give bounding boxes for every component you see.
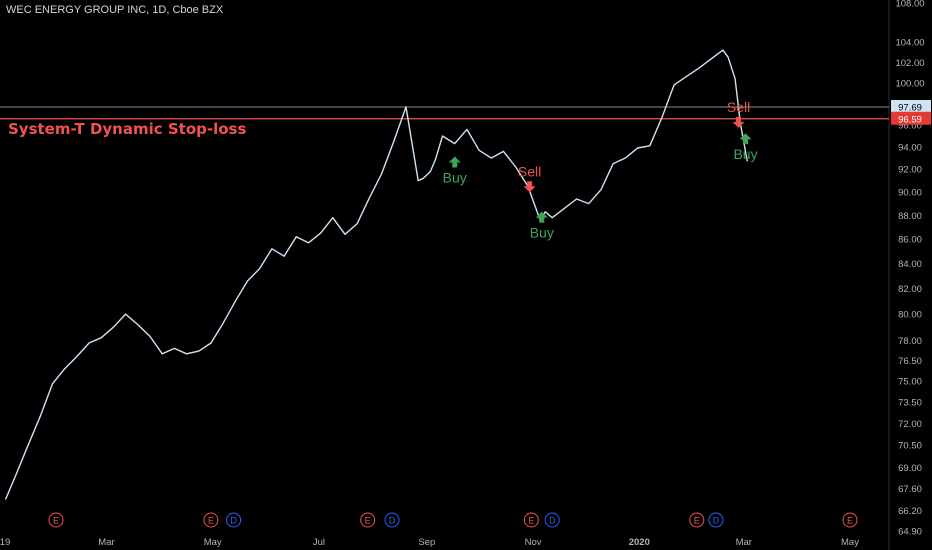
buy-label: Buy (443, 169, 467, 185)
price-tick-label: 76.50 (898, 356, 922, 367)
event-label: D (713, 516, 720, 526)
price-tick-label: 73.50 (898, 397, 922, 408)
buy-arrow-icon (448, 156, 461, 168)
price-tick-label: 66.20 (898, 506, 922, 517)
time-tick-label: 19 (0, 537, 10, 548)
earnings-marker (842, 512, 858, 528)
sell-label: Sell (518, 163, 541, 179)
price-tick-label: 102.00 (895, 58, 924, 69)
price-tick-label: 69.00 (898, 463, 922, 474)
earnings-marker (360, 512, 376, 528)
price-tick-label: 64.90 (898, 527, 922, 538)
price-tick-label: 75.00 (898, 377, 922, 388)
earnings-marker (689, 512, 705, 528)
symbol-title: WEC ENERGY GROUP INC, 1D, Cboe BZX (6, 4, 224, 16)
earnings-marker (48, 512, 64, 528)
price-tick-label: 80.00 (898, 310, 922, 321)
dividend-marker (708, 512, 724, 528)
price-tick-label: 104.00 (895, 38, 924, 49)
event-label: E (528, 516, 534, 526)
last-price-badge (891, 100, 931, 114)
time-tick-label: May (841, 537, 859, 548)
event-label: E (365, 516, 371, 526)
price-tick-label: 90.00 (898, 188, 922, 199)
price-tick-label: 96.00 (898, 121, 922, 132)
sell-arrow-icon (732, 116, 745, 128)
buy-arrow-icon (739, 133, 752, 145)
buy-arrow-icon (535, 211, 548, 223)
dividend-marker (226, 512, 242, 528)
event-label: D (230, 516, 237, 526)
event-label: E (208, 516, 214, 526)
price-tick-label: 84.00 (898, 259, 922, 270)
time-tick-label: May (204, 537, 222, 548)
event-label: E (847, 516, 853, 526)
time-tick-label: Mar (98, 537, 114, 548)
price-tick-label: 70.50 (898, 441, 922, 452)
time-tick-label: Mar (736, 537, 752, 548)
price-tick-label: 72.00 (898, 419, 922, 430)
price-tick-label: 108.00 (895, 0, 924, 10)
price-tick-label: 67.60 (898, 484, 922, 495)
signals: Buy Sell Buy Sell Buy (443, 99, 758, 241)
time-tick-label: Sep (418, 537, 435, 548)
price-tick-label: 88.00 (898, 211, 922, 222)
stop-price-badge (891, 111, 931, 125)
dividend-marker (384, 512, 400, 528)
price-tick-label: 86.00 (898, 235, 922, 246)
price-line (4, 49, 748, 500)
last-price-value: 97.69 (898, 103, 922, 114)
price-tick-label: 94.00 (898, 142, 922, 153)
price-axis[interactable]: 108.00104.00102.00100.0098.0096.0094.009… (891, 0, 931, 538)
event-label: D (389, 516, 396, 526)
buy-label: Buy (530, 225, 554, 241)
earnings-marker (523, 512, 539, 528)
dividend-marker (544, 512, 560, 528)
time-tick-label: Jul (313, 537, 325, 548)
price-series (4, 49, 748, 500)
event-label: E (694, 516, 700, 526)
indicator-title: System-T Dynamic Stop-loss (8, 120, 247, 138)
earnings-marker (203, 512, 219, 528)
buy-label: Buy (733, 146, 757, 162)
time-tick-label: Nov (525, 537, 542, 548)
price-tick-label: 82.00 (898, 284, 922, 295)
stop-price-value: 96.59 (898, 114, 922, 125)
price-tick-label: 92.00 (898, 165, 922, 176)
price-tick-label: 78.00 (898, 336, 922, 347)
event-label: E (53, 516, 59, 526)
event-label: D (549, 516, 556, 526)
time-axis[interactable]: 19 Mar May Jul Sep Nov 2020 Mar May (0, 537, 859, 548)
sell-label: Sell (727, 99, 750, 115)
price-tick-label: 100.00 (895, 78, 924, 89)
sell-arrow-icon (523, 181, 536, 193)
time-tick-label: 2020 (629, 537, 650, 548)
